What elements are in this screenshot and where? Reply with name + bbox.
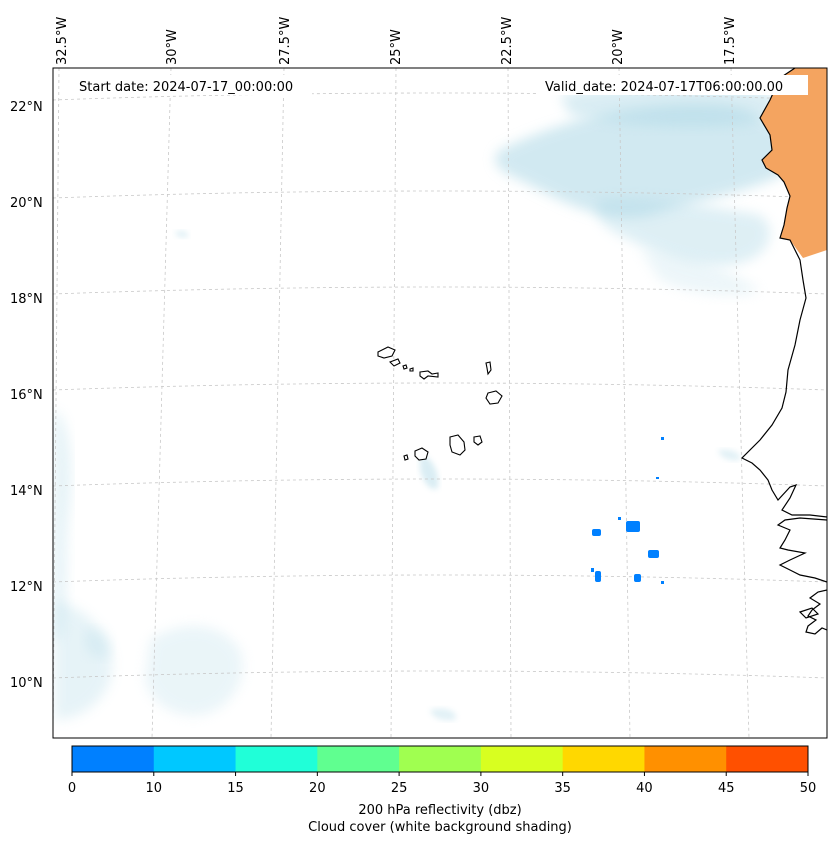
- colorbar-segment: [562, 746, 645, 772]
- coastline-guinea-bissau: [776, 517, 827, 583]
- lat-label: 12°N: [10, 580, 43, 595]
- colorbar-subtitle: Cloud cover (white background shading): [308, 820, 572, 835]
- colorbar-tick-label: 30: [473, 781, 490, 796]
- lon-label: 25°W: [389, 29, 404, 65]
- lat-label: 18°N: [10, 292, 43, 307]
- colorbar-tick-label: 50: [800, 781, 817, 796]
- colorbar-segment: [72, 746, 155, 772]
- colorbar-frame: [71, 745, 809, 773]
- coastline-islet: [798, 607, 820, 619]
- colorbar-tick-label: 15: [227, 781, 244, 796]
- colorbar-segment: [726, 746, 809, 772]
- cape-verde-islands: [377, 346, 503, 461]
- valid-date-box: [538, 75, 808, 95]
- colorbar: 0 10 15 20 25 30 35 40 45 50 200 hPa reflectivity…: [68, 745, 817, 835]
- latitude-labels: 22°N 20°N 18°N 16°N 14°N 12°N 10°N: [10, 100, 43, 691]
- colorbar-segment: [644, 746, 727, 772]
- lat-label: 16°N: [10, 388, 43, 403]
- lat-label: 20°N: [10, 196, 43, 211]
- colorbar-tick-label: 10: [146, 781, 163, 796]
- map-frame: [52, 67, 828, 739]
- colorbar-segment: [153, 746, 237, 772]
- lat-label: 14°N: [10, 484, 43, 499]
- lon-label: 27.5°W: [278, 17, 293, 65]
- colorbar-segment: [235, 746, 318, 772]
- longitude-labels: 32.5°W 30°W 27.5°W 25°W 22.5°W 20°W 17.5…: [55, 17, 738, 65]
- colorbar-segment: [317, 746, 400, 772]
- valid-date-label: Valid_date: 2024-07-17T06:00:00.00: [545, 80, 783, 95]
- start-date-box: [72, 75, 312, 95]
- lon-label: 20°W: [611, 29, 626, 65]
- colorbar-segment: [399, 746, 482, 772]
- map-area: [53, 68, 827, 738]
- land-mauritania: [760, 68, 827, 258]
- coastline-guinea: [805, 589, 827, 635]
- colorbar-tick-label: 45: [718, 781, 735, 796]
- cloud-cover-shading: [53, 84, 792, 721]
- reflectivity-patches: [591, 437, 664, 584]
- colorbar-tick-label: 40: [636, 781, 653, 796]
- colorbar-tick-label: 0: [68, 781, 76, 796]
- lat-label: 10°N: [10, 676, 43, 691]
- colorbar-tick-label: 20: [309, 781, 326, 796]
- lon-label: 32.5°W: [55, 17, 70, 65]
- lon-label: 17.5°W: [723, 17, 738, 65]
- lon-label: 22.5°W: [500, 17, 515, 65]
- colorbar-tick-label: 25: [391, 781, 408, 796]
- lat-label: 22°N: [10, 100, 43, 115]
- colorbar-title: 200 hPa reflectivity (dbz): [358, 803, 521, 818]
- lon-label: 30°W: [165, 29, 180, 65]
- gridlines: [53, 68, 827, 738]
- start-date-label: Start date: 2024-07-17_00:00:00: [79, 80, 293, 95]
- colorbar-tick-label: 35: [554, 781, 571, 796]
- colorbar-segment: [480, 746, 564, 772]
